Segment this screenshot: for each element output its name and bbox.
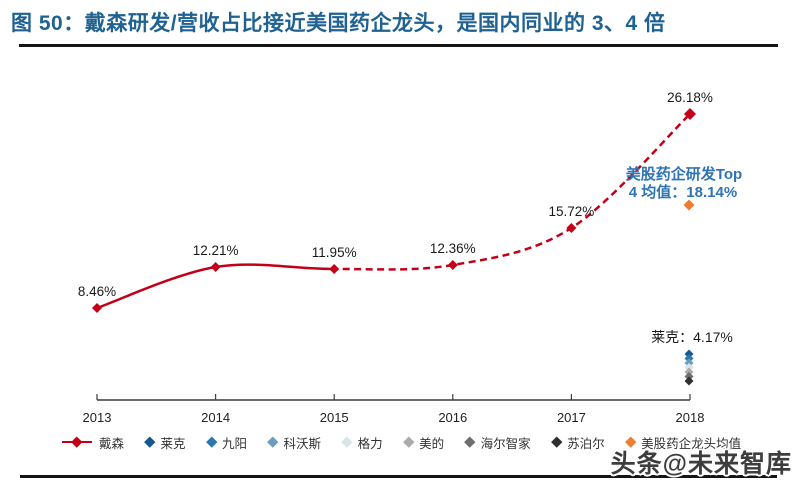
laike-value-label: 莱克：4.17% — [651, 329, 733, 345]
legend-item-0: 戴森 — [62, 433, 124, 452]
legend-label: 美股药企龙头均值 — [641, 436, 742, 451]
annotation-line-1: 美股药企研发Top — [626, 165, 742, 183]
legend-item-6: 海尔智家 — [464, 433, 531, 452]
peer-2018-marker — [684, 376, 694, 386]
x-tick-label: 2017 — [557, 410, 586, 425]
data-point-marker — [329, 264, 340, 274]
data-point-marker — [210, 262, 221, 272]
data-point-label: 12.36% — [430, 241, 476, 256]
data-point-label: 26.18% — [667, 90, 713, 105]
data-point-label: 11.95% — [312, 245, 357, 260]
legend-diamond-icon — [403, 436, 414, 448]
legend-line-diamond-icon — [62, 436, 92, 448]
legend-diamond-icon — [551, 436, 562, 448]
legend-label: 美的 — [419, 436, 445, 451]
legend-item-3: 科沃斯 — [267, 433, 322, 452]
data-point-marker — [447, 260, 458, 270]
data-point-label: 8.46% — [78, 284, 116, 299]
annotation-laike: 莱克：4.17% — [651, 329, 733, 386]
series-daisen-points: 8.46% 12.21% 11.95% 12.36% 15.72% 26.18% — [78, 90, 713, 313]
x-tick-label: 2018 — [676, 410, 705, 425]
chart-legend: 戴森 莱克 九阳 科沃斯 格力 美的 海尔智家 苏泊尔 美股药企龙头均值 — [62, 431, 741, 453]
data-point-marker — [92, 303, 102, 313]
legend-diamond-icon — [341, 436, 353, 448]
legend-item-4: 格力 — [341, 433, 383, 452]
annotation-line-2: 4 均值：18.14% — [629, 183, 737, 201]
legend-label: 科沃斯 — [283, 436, 322, 451]
chart-canvas: 2013 2014 2015 2016 2017 2018 8.46% 12.21% 11.95… — [78, 90, 742, 425]
legend-label: 戴森 — [99, 436, 125, 451]
legend-item-1: 莱克 — [144, 433, 186, 452]
legend-item-7: 苏泊尔 — [551, 433, 605, 452]
bottom-divider — [20, 475, 777, 478]
x-tick-label: 2015 — [320, 410, 349, 425]
x-tick-label: 2013 — [83, 410, 112, 425]
legend-label: 海尔智家 — [480, 436, 531, 451]
x-axis: 2013 2014 2015 2016 2017 2018 — [83, 394, 705, 425]
legend-label: 莱克 — [160, 436, 186, 451]
legend-diamond-icon — [144, 436, 156, 448]
legend-label: 格力 — [357, 436, 383, 451]
legend-item-8: 美股药企龙头均值 — [625, 433, 742, 452]
data-point-marker — [566, 223, 577, 233]
legend-item-2: 九阳 — [205, 433, 248, 452]
title-divider — [19, 44, 778, 47]
legend-diamond-icon — [267, 436, 279, 448]
figure-title: 图 50：戴森研发/营收占比接近美国药企龙头，是国内同业的 3、4 倍 — [11, 12, 666, 35]
x-tick-label: 2014 — [201, 410, 230, 425]
legend-label: 苏泊尔 — [567, 436, 605, 451]
series-daisen-line — [96, 113, 691, 310]
data-point-label: 12.21% — [193, 243, 239, 258]
watermark-toutiao: 头条@未来智库 — [610, 450, 792, 478]
us-pharma-avg-marker — [683, 199, 695, 211]
data-point-marker — [684, 108, 696, 120]
data-point-label: 15.72% — [549, 204, 595, 219]
x-tick-label: 2016 — [438, 410, 467, 425]
legend-diamond-icon — [464, 436, 476, 448]
legend-label: 九阳 — [222, 436, 248, 451]
legend-item-5: 美的 — [403, 433, 445, 452]
legend-diamond-icon — [205, 436, 217, 448]
